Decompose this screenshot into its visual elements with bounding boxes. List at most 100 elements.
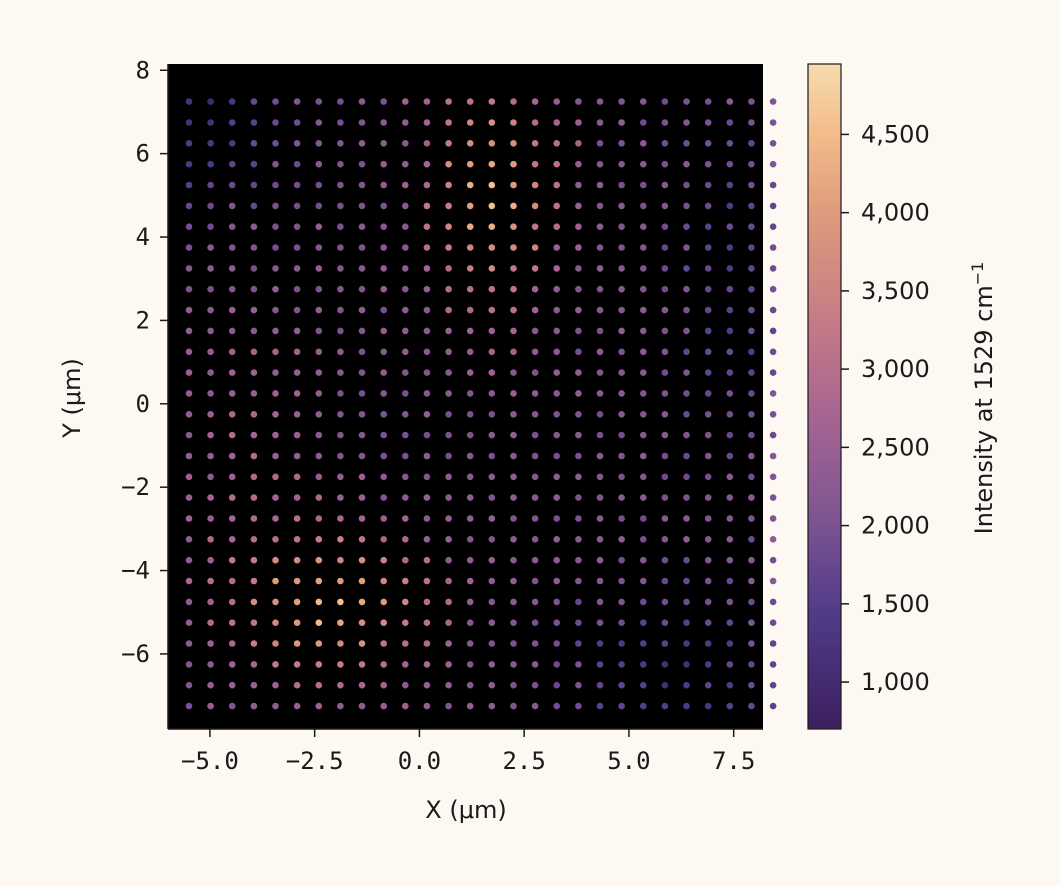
scatter-point — [337, 244, 344, 251]
scatter-point — [315, 390, 323, 397]
scatter-point — [315, 306, 323, 314]
scatter-point — [466, 494, 474, 501]
scatter-point — [228, 265, 236, 272]
scatter-point — [315, 160, 323, 168]
scatter-point — [748, 411, 755, 418]
scatter-point — [228, 577, 236, 585]
scatter-point — [748, 265, 755, 272]
scatter-point — [228, 181, 236, 189]
scatter-point — [748, 556, 755, 564]
scatter-point — [250, 202, 258, 210]
x-tick-label: 5.0 — [607, 747, 650, 775]
scatter-point — [466, 619, 474, 626]
scatter-point — [380, 619, 388, 626]
scatter-point — [618, 494, 625, 501]
scatter-point — [575, 265, 582, 272]
scatter-point — [640, 619, 647, 626]
scatter-point — [726, 327, 734, 335]
scatter-point — [726, 390, 734, 397]
scatter-point — [466, 640, 474, 647]
scatter-point — [704, 640, 712, 647]
scatter-point — [640, 598, 647, 606]
scatter-point — [618, 515, 625, 522]
scatter-point — [402, 556, 409, 564]
scatter-point — [661, 306, 669, 314]
scatter-point — [618, 390, 625, 397]
scatter-point — [402, 348, 409, 356]
x-tick-label: 7.5 — [712, 747, 755, 775]
scatter-point — [531, 431, 539, 439]
scatter-point — [553, 181, 560, 189]
scatter-point — [185, 556, 193, 564]
scatter-point — [272, 181, 279, 189]
scatter-point — [769, 598, 777, 606]
scatter-point — [228, 619, 236, 626]
scatter-point — [293, 306, 301, 314]
scatter-point — [466, 431, 474, 439]
scatter-point — [185, 536, 193, 543]
scatter-point — [402, 160, 409, 168]
scatter-point — [531, 306, 539, 314]
scatter-point — [402, 98, 409, 105]
scatter-point — [748, 369, 755, 376]
scatter-point — [596, 431, 604, 439]
scatter-point — [402, 244, 409, 251]
scatter-point — [402, 306, 409, 314]
scatter-point — [228, 285, 236, 293]
scatter-point — [683, 119, 690, 126]
scatter-point — [380, 98, 388, 105]
scatter-point — [185, 160, 193, 168]
scatter-point — [575, 577, 582, 585]
scatter-point — [423, 431, 431, 439]
scatter-point — [510, 452, 517, 460]
scatter-point — [640, 640, 647, 647]
scatter-point — [726, 411, 734, 418]
scatter-point — [423, 98, 431, 105]
scatter-point — [228, 390, 236, 397]
scatter-point — [358, 390, 366, 397]
scatter-point — [402, 390, 409, 397]
scatter-point — [683, 536, 690, 543]
scatter-point — [185, 390, 193, 397]
scatter-point — [402, 431, 409, 439]
scatter-point — [575, 244, 582, 251]
scatter-point — [661, 494, 669, 501]
scatter-point — [661, 452, 669, 460]
scatter-point — [661, 202, 669, 210]
scatter-point — [315, 348, 323, 356]
y-tick-label: −4 — [121, 557, 150, 585]
scatter-point — [185, 431, 193, 439]
scatter-point — [683, 265, 690, 272]
scatter-point — [748, 285, 755, 293]
scatter-point — [769, 265, 777, 272]
scatter-point — [640, 119, 647, 126]
scatter-point — [380, 452, 388, 460]
scatter-point — [358, 494, 366, 501]
scatter-point — [510, 494, 517, 501]
scatter-point — [769, 494, 777, 501]
scatter-point — [553, 390, 560, 397]
scatter-point — [337, 202, 344, 210]
scatter-point — [337, 431, 344, 439]
scatter-point — [466, 390, 474, 397]
scatter-point — [272, 306, 279, 314]
scatter-point — [704, 369, 712, 376]
scatter-point — [315, 369, 323, 376]
scatter-points — [185, 98, 777, 710]
scatter-point — [596, 536, 604, 543]
y-axis-label: Y (μm) — [58, 358, 86, 439]
scatter-point — [293, 494, 301, 501]
scatter-point — [683, 494, 690, 501]
scatter-point — [185, 181, 193, 189]
scatter-point — [748, 202, 755, 210]
scatter-point — [315, 577, 323, 585]
scatter-point — [726, 681, 734, 689]
scatter-point — [704, 98, 712, 105]
scatter-point — [661, 223, 669, 230]
scatter-point — [228, 556, 236, 564]
scatter-point — [531, 702, 539, 710]
scatter-point — [575, 348, 582, 356]
scatter-point — [704, 119, 712, 126]
scatter-point — [423, 640, 431, 647]
scatter-point — [683, 431, 690, 439]
